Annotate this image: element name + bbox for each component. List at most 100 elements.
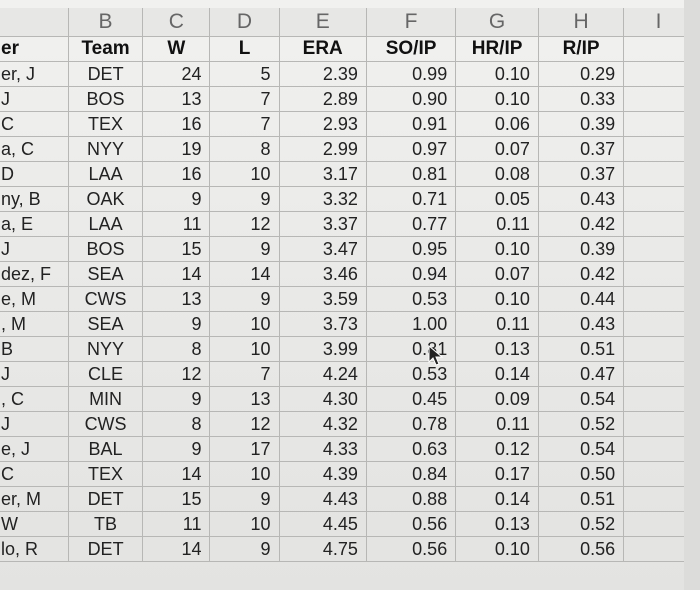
cell-wins[interactable]: 14 — [142, 536, 211, 562]
cell-team[interactable]: DET — [68, 536, 144, 562]
cell-team[interactable]: LAA — [68, 211, 144, 237]
cell-losses[interactable]: 8 — [209, 136, 280, 162]
cell-name[interactable]: ny, B — [0, 186, 70, 212]
header-losses[interactable]: L — [209, 36, 280, 62]
cell-name[interactable]: er, J — [0, 61, 70, 87]
cell-so-ip[interactable]: 0.88 — [365, 486, 457, 512]
cell-losses[interactable]: 9 — [209, 186, 280, 212]
cell-team[interactable]: TB — [68, 511, 144, 537]
cell-wins[interactable]: 9 — [142, 386, 211, 412]
cell-era[interactable]: 4.33 — [278, 436, 367, 462]
cell-wins[interactable]: 13 — [142, 286, 211, 312]
cell-so-ip[interactable]: 0.53 — [365, 361, 457, 387]
cell-name[interactable]: er, M — [0, 486, 70, 512]
cell-hr-ip[interactable]: 0.14 — [455, 486, 539, 512]
cell-hr-ip[interactable]: 0.11 — [455, 411, 539, 437]
cell-so-ip[interactable]: 0.56 — [365, 536, 457, 562]
cell-era[interactable]: 4.24 — [278, 361, 367, 387]
cell-so-ip[interactable]: 0.53 — [365, 286, 457, 312]
cell-name[interactable]: C — [0, 111, 70, 137]
cell-losses[interactable]: 5 — [209, 61, 280, 87]
cell-hr-ip[interactable]: 0.13 — [455, 336, 539, 362]
cell-r-ip[interactable]: 0.50 — [537, 461, 625, 487]
cell-r-ip[interactable]: 0.39 — [537, 236, 625, 262]
cell-era[interactable]: 3.37 — [278, 211, 367, 237]
cell-name[interactable]: , M — [0, 311, 70, 337]
cell-name[interactable]: J — [0, 236, 70, 262]
cell-name[interactable]: D — [0, 161, 70, 187]
cell-team[interactable]: DET — [68, 61, 144, 87]
cell-team[interactable]: BAL — [68, 436, 144, 462]
cell-team[interactable]: MIN — [68, 386, 144, 412]
cell-losses[interactable]: 12 — [209, 411, 280, 437]
cell-wins[interactable]: 16 — [142, 161, 211, 187]
column-letter-F[interactable]: F — [365, 8, 457, 37]
cell-hr-ip[interactable]: 0.08 — [455, 161, 539, 187]
cell-name[interactable]: dez, F — [0, 261, 70, 287]
cell-wins[interactable]: 12 — [142, 361, 211, 387]
cell-so-ip[interactable]: 0.95 — [365, 236, 457, 262]
header-team[interactable]: Team — [68, 36, 144, 62]
cell-r-ip[interactable]: 0.33 — [537, 86, 625, 112]
cell-so-ip[interactable]: 0.99 — [365, 61, 457, 87]
cell-era[interactable]: 3.59 — [278, 286, 367, 312]
column-letter-C[interactable]: C — [142, 8, 211, 37]
cell-losses[interactable]: 10 — [209, 511, 280, 537]
header-so-ip[interactable]: SO/IP — [365, 36, 457, 62]
cell-name[interactable]: J — [0, 411, 70, 437]
cell-team[interactable]: CLE — [68, 361, 144, 387]
cell-empty[interactable] — [623, 186, 694, 212]
cell-wins[interactable]: 15 — [142, 486, 211, 512]
cell-r-ip[interactable]: 0.56 — [537, 536, 625, 562]
cell-empty[interactable] — [623, 136, 694, 162]
cell-era[interactable]: 3.47 — [278, 236, 367, 262]
cell-losses[interactable]: 13 — [209, 386, 280, 412]
cell-team[interactable]: DET — [68, 486, 144, 512]
cell-hr-ip[interactable]: 0.06 — [455, 111, 539, 137]
cell-losses[interactable]: 10 — [209, 161, 280, 187]
column-letter-E[interactable]: E — [278, 8, 367, 37]
cell-wins[interactable]: 14 — [142, 461, 211, 487]
cell-name[interactable]: J — [0, 361, 70, 387]
cell-r-ip[interactable]: 0.51 — [537, 336, 625, 362]
cell-wins[interactable]: 14 — [142, 261, 211, 287]
cell-name[interactable]: J — [0, 86, 70, 112]
column-letter-I[interactable]: I — [623, 8, 694, 37]
cell-losses[interactable]: 9 — [209, 236, 280, 262]
cell-era[interactable]: 2.93 — [278, 111, 367, 137]
cell-team[interactable]: NYY — [68, 136, 144, 162]
cell-losses[interactable]: 10 — [209, 311, 280, 337]
cell-empty[interactable] — [623, 311, 694, 337]
cell-name[interactable]: a, E — [0, 211, 70, 237]
cell-so-ip[interactable]: 0.94 — [365, 261, 457, 287]
cell-hr-ip[interactable]: 0.07 — [455, 136, 539, 162]
cell-name[interactable]: a, C — [0, 136, 70, 162]
cell-wins[interactable]: 16 — [142, 111, 211, 137]
cell-hr-ip[interactable]: 0.10 — [455, 286, 539, 312]
cell-hr-ip[interactable]: 0.10 — [455, 536, 539, 562]
column-letter-G[interactable]: G — [455, 8, 539, 37]
cell-r-ip[interactable]: 0.43 — [537, 186, 625, 212]
cell-r-ip[interactable]: 0.42 — [537, 211, 625, 237]
cell-era[interactable]: 3.73 — [278, 311, 367, 337]
cell-era[interactable]: 3.17 — [278, 161, 367, 187]
cell-so-ip[interactable]: 0.97 — [365, 136, 457, 162]
cell-hr-ip[interactable]: 0.11 — [455, 311, 539, 337]
cell-name[interactable]: B — [0, 336, 70, 362]
cell-team[interactable]: CWS — [68, 286, 144, 312]
cell-wins[interactable]: 24 — [142, 61, 211, 87]
cell-team[interactable]: TEX — [68, 461, 144, 487]
cell-r-ip[interactable]: 0.37 — [537, 161, 625, 187]
cell-r-ip[interactable]: 0.54 — [537, 436, 625, 462]
cell-r-ip[interactable]: 0.44 — [537, 286, 625, 312]
cell-hr-ip[interactable]: 0.13 — [455, 511, 539, 537]
cell-era[interactable]: 4.43 — [278, 486, 367, 512]
cell-era[interactable]: 3.99 — [278, 336, 367, 362]
cell-so-ip[interactable]: 0.81 — [365, 161, 457, 187]
header-empty[interactable] — [623, 36, 694, 62]
cell-empty[interactable] — [623, 361, 694, 387]
cell-name[interactable]: C — [0, 461, 70, 487]
cell-hr-ip[interactable]: 0.09 — [455, 386, 539, 412]
cell-name[interactable]: W — [0, 511, 70, 537]
cell-so-ip[interactable]: 0.91 — [365, 111, 457, 137]
